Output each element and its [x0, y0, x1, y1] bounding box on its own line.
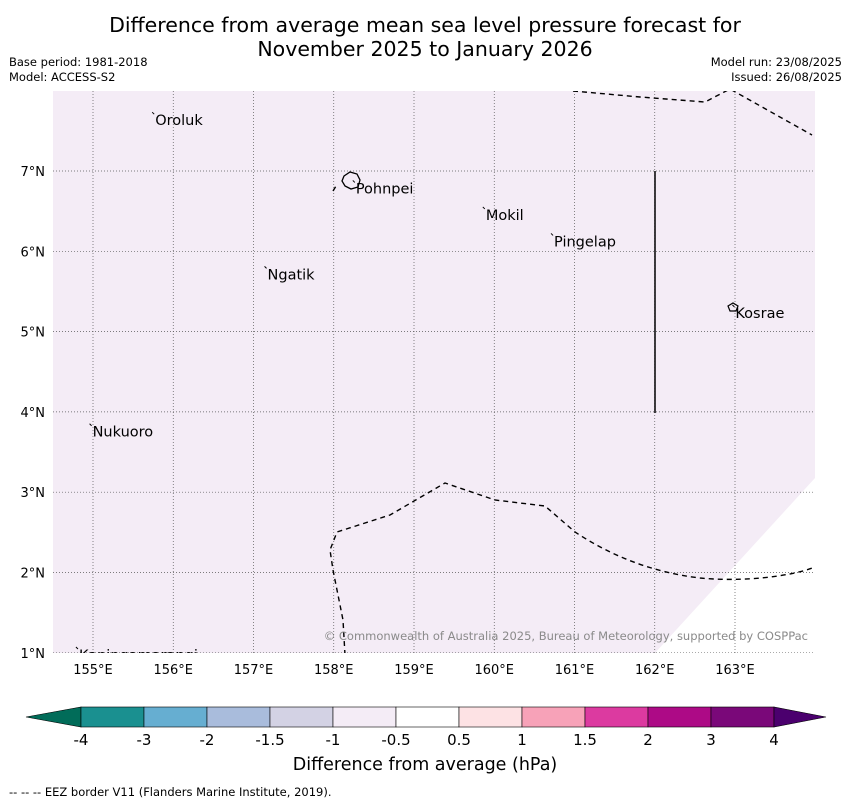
place-marker: [732, 304, 735, 308]
place-marker: [482, 206, 486, 210]
map-area: Oroluk Pohnpei Mokil Pingelap Ngatik Kosrae Nu…: [53, 91, 815, 664]
colorbar-tick-label: 0.5: [447, 731, 471, 749]
longitude-label: 155°E: [73, 663, 113, 678]
eez-border-north: [572, 91, 813, 136]
colorbar-ticks: -4 -3 -2 -1.5 -1 -0.5 0.5 1 1.5 2 3 4: [74, 731, 779, 749]
place-marker: [75, 646, 79, 650]
colorbar-segment: [710, 706, 775, 728]
latitude-label: 1°N: [21, 647, 46, 662]
title-line-2: November 2025 to January 2026: [257, 37, 593, 61]
latitude-label: 6°N: [21, 245, 46, 260]
latitude-label: 4°N: [21, 406, 46, 421]
colorbar: [25, 706, 827, 728]
colorbar-segment: [584, 706, 649, 728]
colorbar-tick-label: -2: [200, 731, 215, 749]
colorbar-under-arrow: [25, 706, 82, 728]
longitude-label: 159°E: [394, 663, 434, 678]
place-label: Nukuoro: [93, 425, 154, 441]
map-background: [53, 91, 815, 653]
eez-border-fragment: [332, 185, 337, 192]
colorbar-tick-label: -0.5: [381, 731, 410, 749]
colorbar-segment: [80, 706, 145, 728]
colorbar-segment: [269, 706, 334, 728]
place-marker: [550, 233, 554, 236]
colorbar-segment: [206, 706, 271, 728]
longitude-label: 161°E: [555, 663, 595, 678]
colorbar-over-arrow: [773, 706, 827, 728]
longitude-label: 160°E: [474, 663, 514, 678]
latitude-labels: 7°N 6°N 5°N 4°N 3°N 2°N 1°N: [21, 165, 46, 662]
latitude-label: 5°N: [21, 326, 46, 341]
meta-info-left: Base period: 1981-2018 Model: ACCESS-S2: [9, 55, 148, 85]
place-marker: [264, 266, 267, 269]
eez-borders: [329, 91, 815, 653]
title-line-1: Difference from average mean sea level p…: [109, 13, 741, 37]
graticule: [53, 91, 815, 653]
issued-text: Issued: 26/08/2025: [731, 70, 842, 84]
place-labels: Oroluk Pohnpei Mokil Pingelap Ngatik Kosrae Nu…: [75, 111, 784, 664]
colorbar-tick-label: 2: [643, 731, 653, 749]
colorbar-segment: [647, 706, 712, 728]
place-label: Pingelap: [554, 234, 616, 250]
latitude-label: 2°N: [21, 567, 46, 582]
colorbar-tick-label: 1.5: [573, 731, 597, 749]
place-label: Kosrae: [735, 306, 784, 322]
colorbar-title: Difference from average (hPa): [292, 755, 558, 775]
colorbar-segment: [458, 706, 523, 728]
colorbar-tick-label: 4: [769, 731, 779, 749]
base-period-text: Base period: 1981-2018: [9, 55, 148, 69]
longitude-labels: 155°E 156°E 157°E 158°E 159°E 160°E 161°E 162°E…: [73, 663, 755, 678]
chart-title: Difference from average mean sea level p…: [0, 13, 850, 61]
colorbar-tick-label: -3: [137, 731, 152, 749]
meta-info-right: Model run: 23/08/2025 Issued: 26/08/2025: [711, 55, 842, 85]
place-label: Ngatik: [268, 267, 316, 283]
place-marker: [151, 111, 155, 115]
longitude-label: 157°E: [234, 663, 274, 678]
colorbar-segment: [395, 706, 460, 728]
model-text: Model: ACCESS-S2: [9, 70, 116, 84]
place-label: Kapingamarangi: [79, 648, 198, 664]
place-marker: [89, 423, 92, 427]
colorbar-tick-label: 3: [706, 731, 716, 749]
colorbar-tick-label: 1: [517, 731, 527, 749]
colorbar-tick-label: -1.5: [255, 731, 284, 749]
colorbar-tick-label: -1: [326, 731, 341, 749]
kosrae-island-outline: [727, 302, 739, 312]
colorbar-tick-label: -4: [74, 731, 89, 749]
latitude-label: 7°N: [21, 165, 46, 180]
eez-border-south: [329, 482, 815, 653]
place-marker: [352, 180, 356, 183]
place-label: Pohnpei: [356, 181, 414, 197]
model-run-text: Model run: 23/08/2025: [710, 55, 842, 69]
longitude-label: 158°E: [314, 663, 354, 678]
longitude-label: 163°E: [715, 663, 755, 678]
eez-footnote: -- -- -- EEZ border V11 (Flanders Marine…: [9, 785, 332, 799]
pohnpei-island-outline: [341, 171, 361, 190]
place-label: Oroluk: [155, 113, 203, 129]
longitude-label: 156°E: [153, 663, 193, 678]
latitude-label: 3°N: [21, 486, 46, 501]
copyright-text: © Commonwealth of Australia 2025, Bureau…: [324, 629, 808, 643]
place-label: Mokil: [486, 208, 524, 224]
colorbar-segment: [521, 706, 586, 728]
colorbar-segment: [143, 706, 208, 728]
colorbar-segment: [332, 706, 397, 728]
longitude-label: 162°E: [635, 663, 675, 678]
